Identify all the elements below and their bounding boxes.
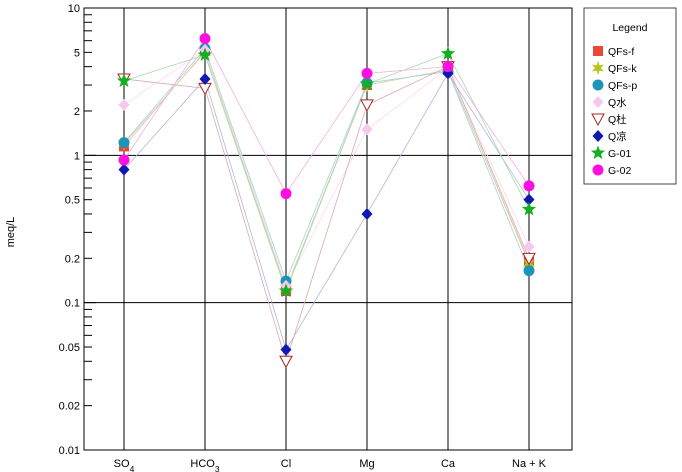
legend-title: Legend: [612, 22, 647, 34]
legend-label: QFs-k: [608, 63, 637, 75]
data-point: [279, 355, 293, 369]
legend-marker: [592, 96, 604, 108]
legend-items: QFs-f QFs-k QFs-p Q水 Q杜 Q凉 G-01 G-02: [590, 46, 637, 177]
y-tick-label: 0.5: [65, 195, 80, 207]
y-tick-label: 0.05: [59, 342, 80, 354]
legend-label: G-01: [608, 148, 632, 160]
data-point: [118, 163, 130, 176]
data-point: [361, 67, 373, 79]
data-point: [199, 33, 211, 45]
data-point: [523, 240, 535, 253]
series-line: [123, 53, 530, 293]
y-axis-label-group: meq/L: [5, 217, 17, 248]
data-point: [521, 201, 537, 216]
legend-item: Q杜: [591, 113, 627, 127]
legend-label: Q水: [608, 97, 627, 109]
data-point: [280, 188, 292, 200]
x-axis-ticks: SO4 HCO3 Cl Mg Ca Na + K: [114, 458, 547, 472]
data-point: [361, 123, 373, 136]
series-line: [123, 47, 530, 283]
x-tick-label: SO4: [114, 458, 135, 472]
data-point: [361, 207, 373, 220]
y-axis-label: meq/L: [5, 217, 17, 248]
y-tick-label: 1: [74, 150, 80, 162]
x-tick-label: Cl: [281, 458, 291, 470]
series-line: [123, 66, 530, 363]
data-point: [199, 72, 211, 85]
series-lines: [123, 37, 530, 363]
data-point: [116, 73, 132, 87]
series-line: [123, 49, 530, 287]
y-axis-ticks: 10 5 2 1 0.5 0.2 0.1 0.05 0.02 0.01: [59, 3, 96, 457]
data-point: [523, 193, 535, 206]
data-point: [442, 61, 454, 73]
plot-frame: [83, 7, 573, 451]
legend-label: Q凉: [608, 130, 627, 143]
legend-label: G-02: [608, 165, 632, 177]
legend-marker: [592, 164, 604, 176]
legend-marker: [591, 113, 605, 127]
y-tick-label: 0.01: [59, 445, 80, 457]
x-tick-label: Ca: [441, 458, 456, 470]
y-tick-label: 0.1: [65, 298, 80, 310]
y-tick-label: 5: [74, 47, 80, 59]
series-line: [123, 37, 530, 195]
legend-item: Q水: [592, 96, 627, 109]
y-tick-label: 10: [68, 3, 80, 15]
data-point: [523, 180, 535, 192]
legend-label: Q杜: [608, 113, 627, 126]
data-point: [440, 46, 456, 60]
data-point: [522, 252, 536, 266]
x-tick-label: Na + K: [512, 458, 547, 470]
data-point: [118, 137, 130, 149]
series-line: [123, 51, 530, 290]
data-point: [523, 265, 535, 277]
legend-item: QFs-p: [592, 79, 637, 92]
data-point: [359, 76, 375, 91]
legend-marker: [592, 130, 604, 142]
legend-marker: [593, 46, 603, 56]
data-point: [118, 154, 130, 166]
data-point: [197, 47, 213, 62]
data-point: [280, 343, 292, 356]
legend-item: G-01: [590, 145, 632, 160]
legend-item: QFs-f: [593, 46, 634, 58]
y-tick-label: 0.02: [59, 401, 80, 413]
legend-marker: [592, 79, 604, 91]
data-point: [360, 99, 374, 112]
series-line: [123, 72, 530, 351]
y-tick-label: 0.2: [65, 253, 80, 265]
legend-marker: [590, 145, 606, 160]
data-point: [118, 98, 130, 111]
legend: Legend QFs-f QFs-k QFs-p Q水 Q杜 Q凉 G-01 G-02: [583, 7, 677, 185]
legend-item: QFs-k: [591, 61, 637, 75]
y-tick-label: 2: [74, 106, 80, 118]
legend-item: G-02: [592, 164, 632, 177]
legend-label: QFs-f: [608, 46, 634, 58]
legend-marker: [591, 61, 605, 75]
legend-label: QFs-p: [608, 80, 637, 92]
x-tick-label: Mg: [359, 458, 374, 470]
series-markers: [116, 33, 537, 369]
x-tick-label: HCO3: [190, 458, 219, 472]
series-line: [123, 50, 530, 293]
data-point: [278, 283, 294, 298]
legend-item: Q凉: [592, 130, 627, 143]
